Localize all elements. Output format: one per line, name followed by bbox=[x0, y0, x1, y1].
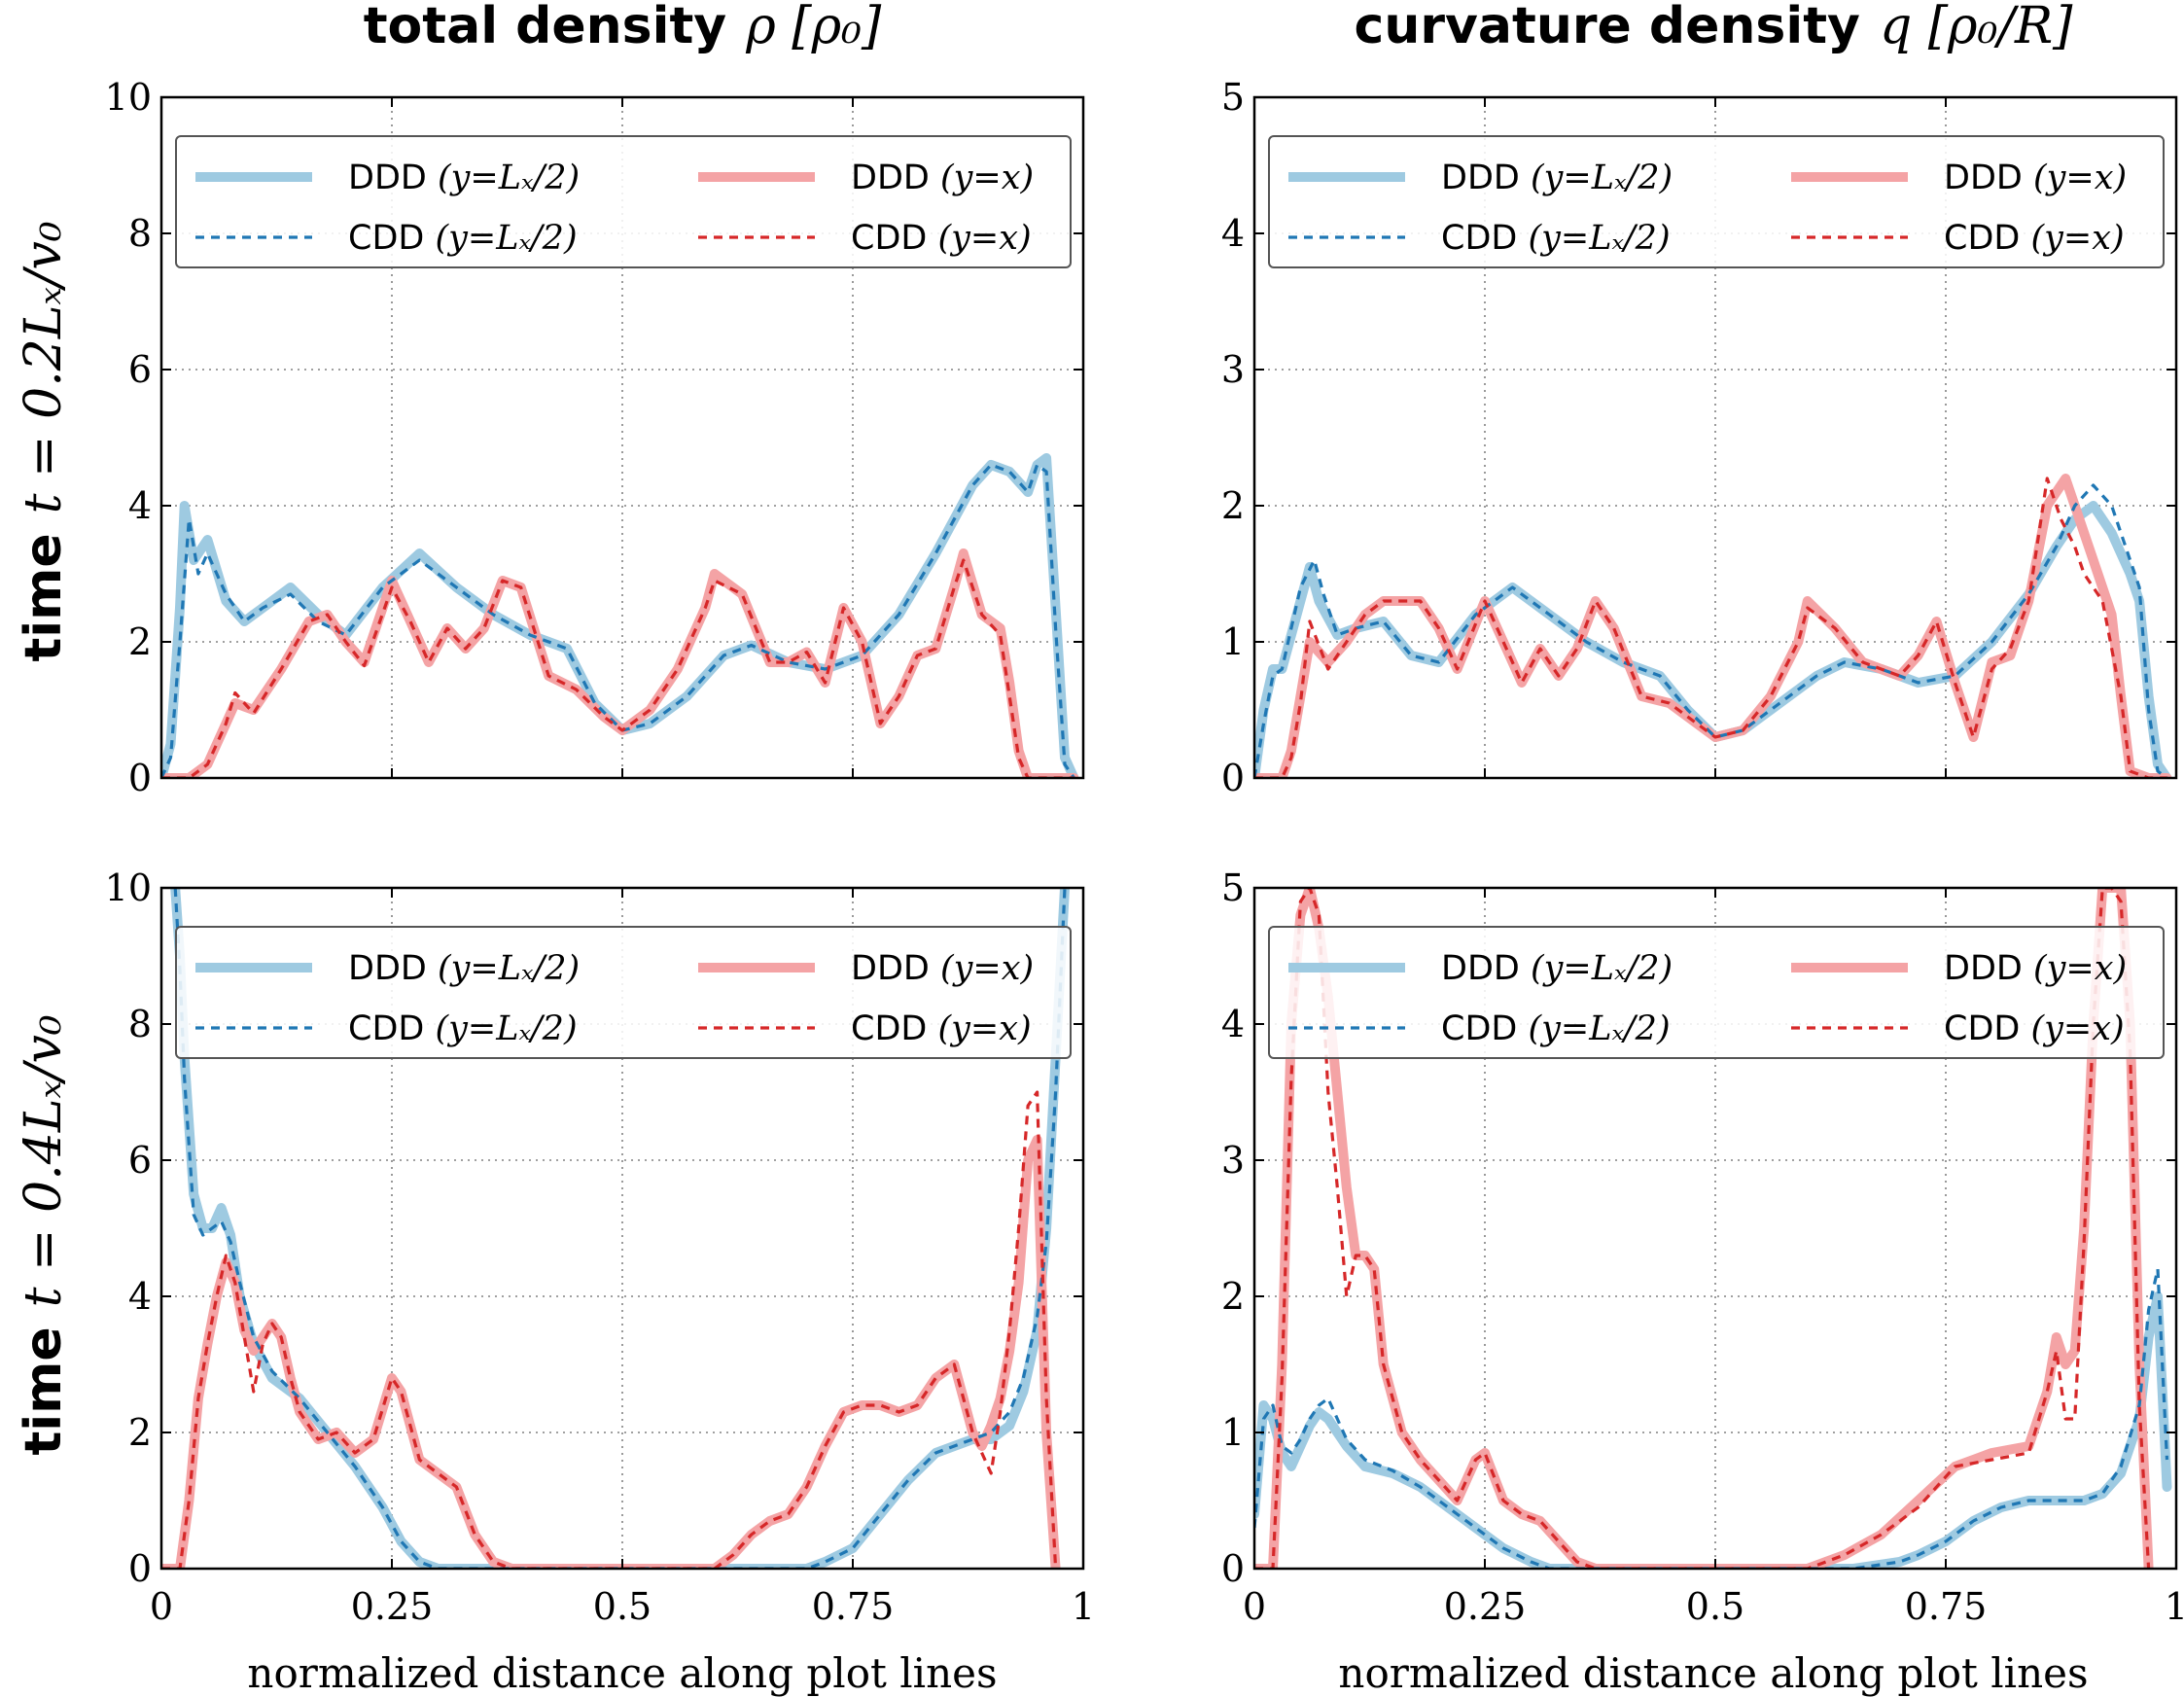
y-tick-label: 2 bbox=[128, 620, 152, 663]
y-tick-label: 0 bbox=[128, 1547, 152, 1590]
y-tick-label: 10 bbox=[105, 866, 152, 909]
y-tick-label: 5 bbox=[1221, 76, 1245, 119]
y-tick-label: 6 bbox=[128, 348, 152, 391]
legend-label: DDD (y=Lₓ/2) bbox=[348, 159, 580, 197]
y-tick-label: 10 bbox=[105, 76, 152, 119]
y-tick-label: 0 bbox=[1221, 1547, 1245, 1590]
legend: DDD (y=Lₓ/2) DDD (y=x) CDD (y=Lₓ/2) CDD (y=… bbox=[1268, 926, 2165, 1059]
y-tick-label: 6 bbox=[128, 1139, 152, 1182]
xlabel-left: normalized distance along plot lines bbox=[247, 1649, 997, 1697]
series-line-cdd-y-lx-2 bbox=[1254, 1267, 2169, 1569]
y-tick-label: 0 bbox=[128, 757, 152, 799]
legend: DDD (y=Lₓ/2) DDD (y=x) CDD (y=Lₓ/2) CDD (y=… bbox=[175, 926, 1072, 1059]
col-title-right-bold: curvature density bbox=[1355, 0, 1860, 55]
row-label-top-math: t = 0.2Lₓ/v₀ bbox=[15, 221, 73, 513]
legend-label: DDD (y=x) bbox=[1944, 159, 2127, 197]
legend-box bbox=[1268, 135, 2165, 268]
x-tick-label: 0.75 bbox=[812, 1585, 895, 1628]
legend-box bbox=[1268, 926, 2165, 1059]
legend-box bbox=[175, 135, 1072, 268]
legend: DDD (y=Lₓ/2) DDD (y=x) CDD (y=Lₓ/2) CDD (y=… bbox=[175, 135, 1072, 268]
series-line-cdd-y-x bbox=[161, 558, 1074, 778]
legend-label: DDD (y=Lₓ/2) bbox=[348, 949, 580, 988]
row-label-bottom-math: t = 0.4Lₓ/v₀ bbox=[15, 1014, 73, 1307]
col-title-left-bold: total density bbox=[364, 0, 727, 55]
y-tick-label: 0 bbox=[1221, 757, 1245, 799]
x-tick-label: 0.25 bbox=[351, 1585, 434, 1628]
y-tick-label: 4 bbox=[128, 484, 152, 527]
y-tick-label: 1 bbox=[1221, 620, 1245, 663]
y-tick-label: 4 bbox=[1221, 1003, 1245, 1045]
legend-label: DDD (y=x) bbox=[851, 159, 1034, 197]
y-tick-label: 1 bbox=[1221, 1411, 1245, 1454]
xlabel-right: normalized distance along plot lines bbox=[1338, 1649, 2088, 1697]
series-line-ddd-y-lx-2 bbox=[1254, 1291, 2172, 1569]
series-line-cdd-y-x bbox=[1254, 888, 2151, 1569]
x-tick-label: 0.75 bbox=[1905, 1585, 1988, 1628]
panel-curvature-density-t04: 0 0.25 0.5 0.75 1 0 1 2 3 4 5 DDD (y=Lₓ/2) DDD (y=x)… bbox=[1221, 866, 2184, 1628]
legend-label: DDD (y=x) bbox=[851, 949, 1034, 988]
series-line-cdd-y-lx-2 bbox=[161, 463, 1075, 778]
x-tick-label: 0.5 bbox=[593, 1585, 652, 1628]
row-label-top-bold: time bbox=[15, 533, 73, 661]
row-label-top: time t = 0.2Lₓ/v₀ bbox=[15, 221, 73, 661]
panel-total-density-t02: 0 2 4 6 8 10 DDD (y=Lₓ/2) DDD (y=x) CDD (y=Lₓ/2)… bbox=[105, 76, 1085, 799]
legend-label: CDD (y=Lₓ/2) bbox=[1441, 1009, 1671, 1048]
legend-label: CDD (y=x) bbox=[1944, 1009, 2125, 1048]
y-tick-label: 3 bbox=[1221, 1139, 1245, 1182]
legend-label: CDD (y=Lₓ/2) bbox=[348, 1009, 578, 1048]
col-title-left-math: ρ [ρ₀] bbox=[745, 0, 882, 55]
legend-label: DDD (y=Lₓ/2) bbox=[1441, 159, 1673, 197]
y-tick-label: 8 bbox=[128, 212, 152, 255]
y-tick-label: 2 bbox=[1221, 484, 1245, 527]
y-tick-label: 3 bbox=[1221, 348, 1245, 391]
series-line-cdd-y-x bbox=[1254, 477, 2167, 778]
x-tick-label: 0 bbox=[150, 1585, 173, 1628]
x-tick-label: 0.5 bbox=[1686, 1585, 1744, 1628]
y-tick-label: 5 bbox=[1221, 866, 1245, 909]
series-line-ddd-y-lx-2 bbox=[170, 888, 1070, 1569]
panel-curvature-density-t02: 0 1 2 3 4 5 DDD (y=Lₓ/2) DDD (y=x) CDD (y=Lₓ/2) C… bbox=[1221, 76, 2178, 799]
y-tick-label: 8 bbox=[128, 1003, 152, 1045]
series-line-cdd-y-x bbox=[161, 1090, 1058, 1569]
series-line-ddd-y-x bbox=[161, 1135, 1061, 1569]
legend-label: CDD (y=Lₓ/2) bbox=[348, 219, 578, 258]
x-tick-label: 0 bbox=[1243, 1585, 1266, 1628]
series-line-ddd-y-x bbox=[161, 548, 1079, 778]
col-title-right: curvature density q [ρ₀/R] bbox=[1355, 0, 2074, 55]
y-tick-label: 4 bbox=[128, 1275, 152, 1318]
y-tick-label: 2 bbox=[128, 1411, 152, 1454]
series-line-cdd-y-lx-2 bbox=[1254, 483, 2168, 778]
x-tick-label: 1 bbox=[2165, 1585, 2184, 1628]
legend-label: CDD (y=x) bbox=[851, 219, 1032, 258]
x-tick-label: 1 bbox=[1072, 1585, 1095, 1628]
legend: DDD (y=Lₓ/2) DDD (y=x) CDD (y=Lₓ/2) CDD (y=… bbox=[1268, 135, 2165, 268]
row-label-bottom-bold: time bbox=[15, 1326, 73, 1455]
legend-label: DDD (y=Lₓ/2) bbox=[1441, 949, 1673, 988]
col-title-left: total density ρ [ρ₀] bbox=[364, 0, 882, 55]
legend-label: CDD (y=x) bbox=[1944, 219, 2125, 258]
legend-label: CDD (y=Lₓ/2) bbox=[1441, 219, 1671, 258]
legend-box bbox=[175, 926, 1072, 1059]
row-label-bottom: time t = 0.4Lₓ/v₀ bbox=[15, 1014, 73, 1455]
x-tick-label: 0.25 bbox=[1444, 1585, 1527, 1628]
y-tick-label: 2 bbox=[1221, 1275, 1245, 1318]
y-tick-label: 4 bbox=[1221, 212, 1245, 255]
series-line-ddd-y-x bbox=[1254, 888, 2154, 1569]
col-title-right-math: q [ρ₀/R] bbox=[1880, 0, 2073, 55]
legend-label: CDD (y=x) bbox=[851, 1009, 1032, 1048]
legend-label: DDD (y=x) bbox=[1944, 949, 2127, 988]
